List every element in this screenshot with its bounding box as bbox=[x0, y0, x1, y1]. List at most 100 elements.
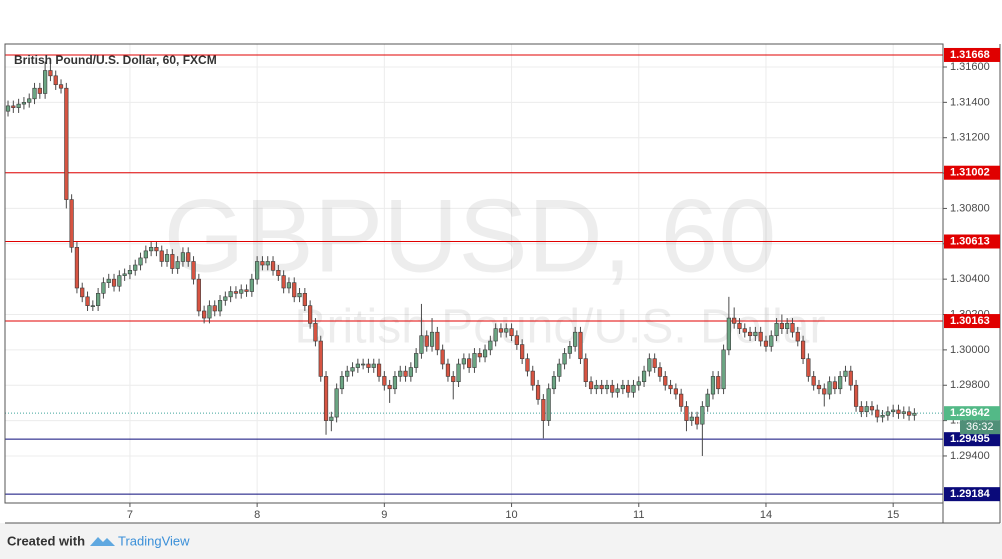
candle-body bbox=[191, 261, 196, 280]
candle-body bbox=[562, 353, 567, 365]
countdown-label: 36:32 bbox=[966, 421, 994, 433]
candle-body bbox=[779, 323, 784, 329]
candle-body bbox=[774, 323, 779, 337]
candle-body bbox=[117, 275, 122, 287]
candle-body bbox=[456, 363, 461, 383]
candle-body bbox=[339, 376, 345, 390]
candle-body bbox=[96, 293, 101, 306]
candle-body bbox=[800, 340, 806, 360]
level-label-box bbox=[944, 47, 1000, 62]
candle-body bbox=[302, 293, 307, 306]
watermark-name: British Pound/U.S. Dollar bbox=[295, 301, 826, 354]
candle-body bbox=[530, 370, 535, 386]
candle-body bbox=[848, 370, 853, 386]
candle-body bbox=[329, 416, 334, 421]
candle-body bbox=[477, 353, 482, 358]
candle-body bbox=[27, 98, 32, 103]
x-tick-label: 15 bbox=[887, 509, 899, 521]
candle-body bbox=[906, 411, 912, 416]
candle-body bbox=[297, 293, 302, 298]
candle-body bbox=[461, 358, 466, 365]
x-tick-label: 7 bbox=[127, 509, 133, 521]
candle-body bbox=[573, 331, 578, 347]
candle-body bbox=[451, 376, 456, 383]
candle-body bbox=[880, 415, 885, 418]
candle-body bbox=[901, 411, 906, 414]
y-tick-label: 1.29800 bbox=[950, 379, 990, 391]
x-tick-label: 11 bbox=[633, 509, 644, 521]
candle-body bbox=[541, 399, 546, 421]
candle-body bbox=[37, 87, 42, 94]
candle-body bbox=[832, 381, 837, 390]
candle-body bbox=[270, 261, 276, 271]
candle-body bbox=[790, 323, 795, 333]
y-tick-label: 1.31400 bbox=[950, 96, 990, 108]
candle-body bbox=[700, 406, 705, 425]
candle-body bbox=[281, 275, 286, 289]
candle-body bbox=[811, 376, 816, 386]
candle-body bbox=[737, 323, 742, 329]
level-label: 1.30613 bbox=[950, 235, 990, 247]
candle-body bbox=[345, 370, 350, 377]
candle-body bbox=[21, 102, 27, 105]
candle-body bbox=[763, 340, 769, 347]
candle-body bbox=[387, 384, 392, 390]
candle-body bbox=[382, 376, 387, 386]
candle-body bbox=[292, 282, 297, 298]
candle-body bbox=[795, 331, 800, 342]
candle-body bbox=[557, 363, 562, 377]
y-tick-label: 1.30400 bbox=[950, 273, 990, 285]
candle-body bbox=[626, 384, 631, 393]
candle-body bbox=[69, 199, 74, 248]
candle-body bbox=[604, 384, 610, 390]
candle-body bbox=[239, 289, 244, 294]
candle-body bbox=[308, 305, 313, 324]
candle-body bbox=[583, 358, 588, 383]
x-tick-label: 10 bbox=[505, 509, 517, 521]
y-tick-label: 1.30800 bbox=[950, 202, 990, 214]
candle-body bbox=[143, 250, 148, 259]
candle-body bbox=[721, 349, 726, 390]
level-label: 1.31002 bbox=[950, 167, 990, 179]
candle-body bbox=[223, 296, 228, 301]
candle-body bbox=[186, 252, 191, 262]
candle-body bbox=[482, 349, 488, 358]
candle-body bbox=[551, 376, 557, 390]
candle-body bbox=[636, 381, 641, 386]
candle-body bbox=[244, 289, 249, 292]
candle-body bbox=[127, 270, 133, 275]
watermark-symbol: GBPUSD, 60 bbox=[164, 178, 777, 294]
candle-body bbox=[138, 257, 143, 266]
candle-body bbox=[313, 323, 318, 342]
candle-body bbox=[859, 406, 864, 413]
candle-body bbox=[578, 331, 583, 360]
candle-body bbox=[684, 406, 689, 421]
candle-body bbox=[133, 264, 138, 271]
candle-body bbox=[228, 291, 233, 298]
candle-body bbox=[467, 358, 472, 368]
candle-body bbox=[106, 278, 111, 283]
candles bbox=[5, 61, 917, 456]
level-label: 1.29184 bbox=[950, 488, 991, 500]
candle-body bbox=[440, 349, 445, 365]
candle-body bbox=[159, 250, 164, 262]
candle-body bbox=[122, 273, 127, 276]
candle-body bbox=[196, 278, 201, 312]
candle-body bbox=[53, 75, 58, 85]
candle-body bbox=[276, 270, 281, 276]
candle-body bbox=[668, 384, 673, 390]
candle-body bbox=[170, 254, 175, 269]
candle-body bbox=[265, 261, 270, 266]
candle-body bbox=[74, 247, 80, 289]
candle-body bbox=[620, 384, 625, 390]
candle-body bbox=[504, 328, 509, 333]
y-tick-label: 1.31600 bbox=[950, 61, 990, 73]
candle-body bbox=[647, 358, 652, 372]
candle-body bbox=[594, 384, 599, 390]
candle-body bbox=[838, 376, 843, 390]
level-label-box bbox=[944, 234, 1000, 249]
tradingview-logo[interactable] bbox=[90, 537, 115, 546]
x-tick-label: 8 bbox=[254, 509, 260, 521]
candle-body bbox=[318, 340, 323, 377]
footer-brand[interactable]: TradingView bbox=[118, 533, 190, 548]
